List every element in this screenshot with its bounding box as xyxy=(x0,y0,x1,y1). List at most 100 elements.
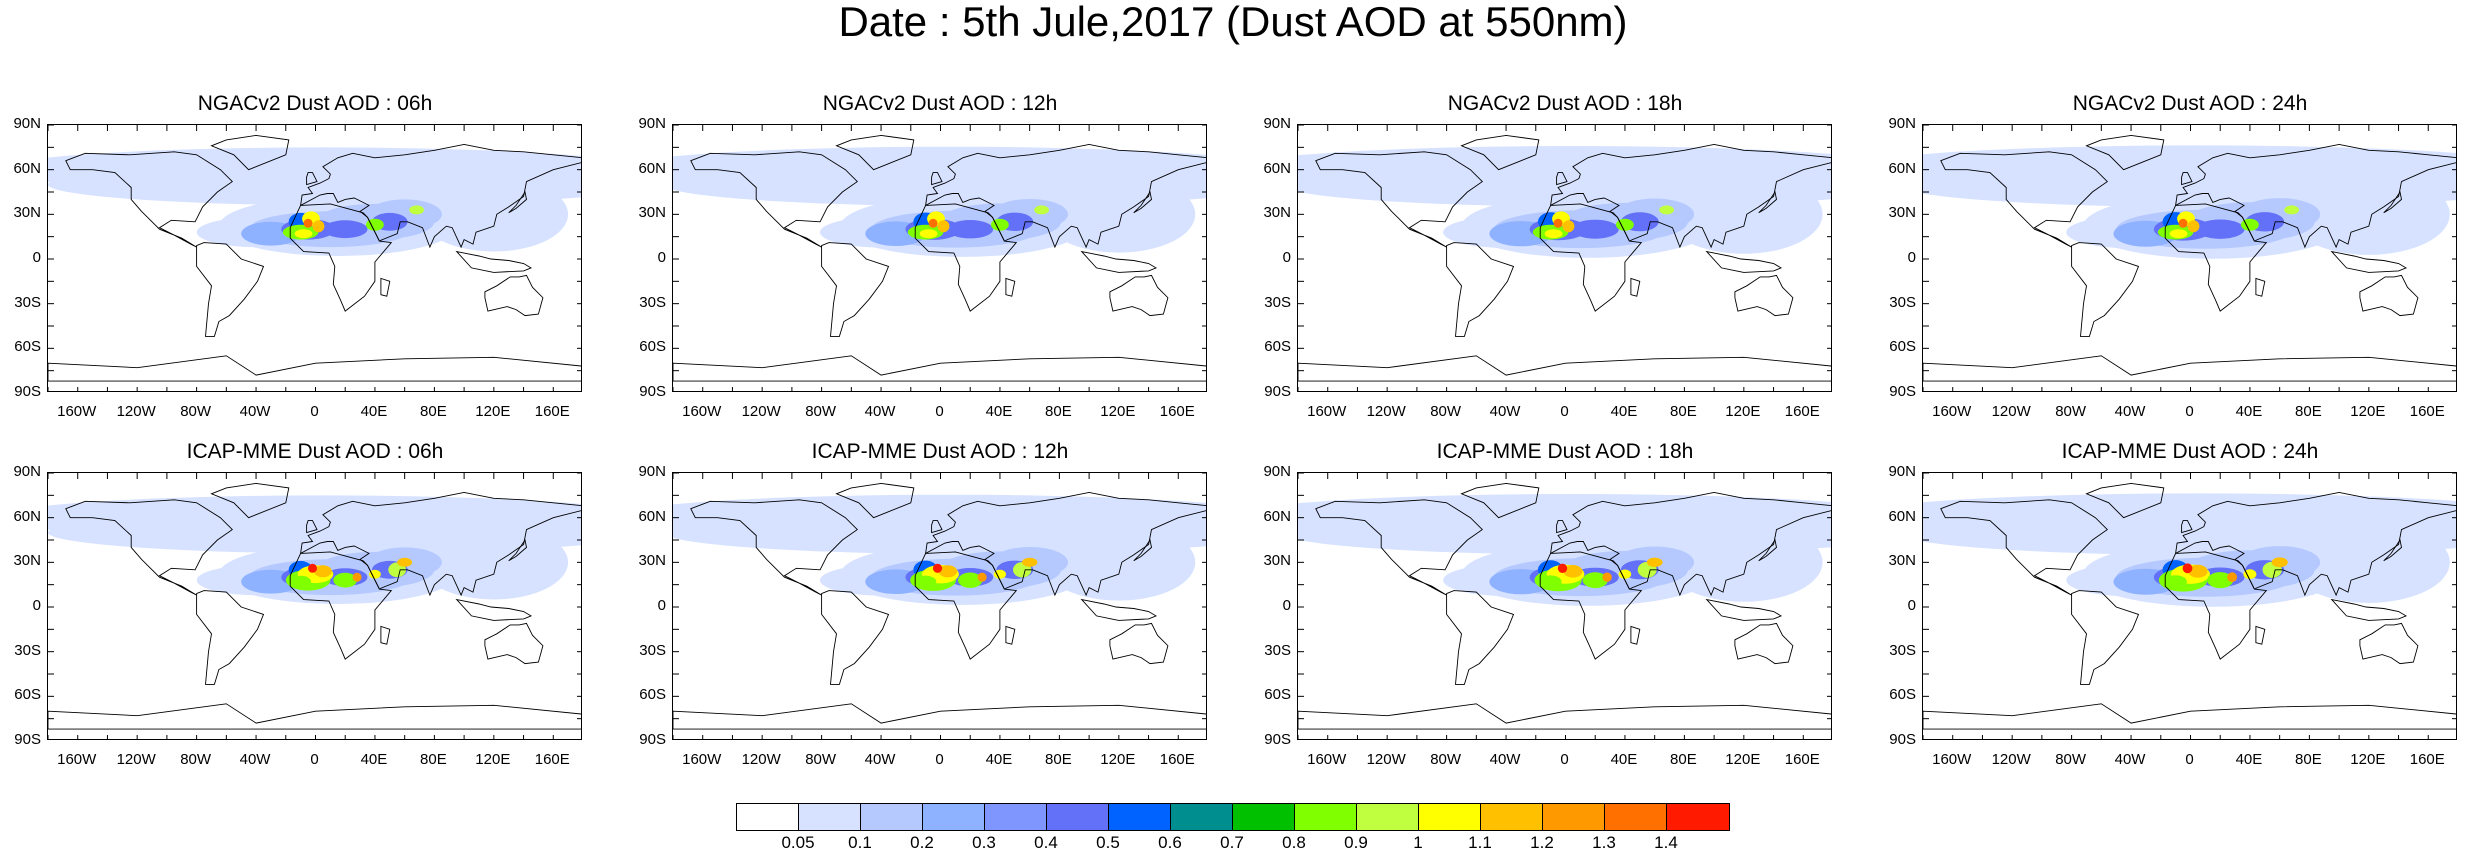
dust-plume xyxy=(1971,504,2231,537)
dust-plume xyxy=(419,525,569,600)
lat-label: 90S xyxy=(639,731,666,748)
lon-label: 40W xyxy=(864,751,896,768)
colorbar-swatch xyxy=(1605,804,1667,830)
lat-label: 90S xyxy=(14,383,41,400)
coastline xyxy=(2085,134,2165,171)
panel-title: ICAP-MME Dust AOD : 06h xyxy=(186,440,444,463)
lat-label: 30S xyxy=(1264,641,1291,659)
dust-plume xyxy=(1350,156,1603,189)
coastline xyxy=(1556,520,1568,534)
lon-label: 160W xyxy=(57,751,97,768)
lon-label: 40E xyxy=(985,403,1013,420)
dust-plume xyxy=(728,505,974,536)
dust-plume xyxy=(2182,563,2193,574)
lat-label: 90S xyxy=(14,731,41,748)
coastline xyxy=(835,134,915,171)
dust-plume xyxy=(2188,564,2208,578)
map-panel xyxy=(672,472,1207,740)
dust-plume xyxy=(312,220,325,233)
dust-plume xyxy=(1646,557,1663,567)
colorbar-label: 0.1 xyxy=(848,833,872,852)
lon-label: 40W xyxy=(2114,403,2146,420)
dust-plume xyxy=(977,572,987,582)
coastline xyxy=(508,190,527,214)
dust-plume xyxy=(919,229,938,239)
lon-label: 160E xyxy=(534,403,570,420)
lon-label: 120E xyxy=(475,751,511,768)
dust-plume xyxy=(419,177,569,252)
dust-plume xyxy=(937,220,950,233)
dust-plume xyxy=(2207,572,2234,589)
lon-label: 80W xyxy=(805,403,837,420)
colorbar-label: 0.9 xyxy=(1344,833,1368,852)
dust-plume xyxy=(290,575,311,588)
coastline xyxy=(1556,172,1568,186)
lat-label: 60N xyxy=(13,159,41,177)
dust-plume xyxy=(2169,229,2188,239)
lat-label: 60N xyxy=(638,507,666,525)
coastline xyxy=(835,482,915,519)
colorbar-swatch xyxy=(1295,804,1357,830)
colorbar-label: 0.6 xyxy=(1158,833,1182,852)
dust-field xyxy=(673,494,1206,605)
lat-label: 30N xyxy=(1263,552,1291,570)
dust-plume xyxy=(1034,205,1049,215)
lon-label: 0 xyxy=(935,751,944,768)
lat-label: 90N xyxy=(1263,115,1291,132)
lon-label: 80W xyxy=(2055,751,2087,768)
dust-plume xyxy=(928,218,938,228)
lon-label: 120W xyxy=(1991,403,2031,420)
coastline xyxy=(1109,622,1169,665)
lat-label: 0 xyxy=(1282,249,1291,266)
coastlines xyxy=(1298,482,1831,730)
map-panel xyxy=(1922,124,2457,392)
lat-label: 60N xyxy=(1263,507,1291,525)
dust-plume xyxy=(322,220,368,239)
dust-plume xyxy=(1042,524,1196,601)
lat-label: 90S xyxy=(1889,731,1916,748)
lat-label: 30S xyxy=(14,293,41,311)
lat-label: 0 xyxy=(32,249,41,266)
lat-label: 30S xyxy=(1889,641,1916,659)
coastline xyxy=(2330,250,2408,273)
lat-label: 60S xyxy=(639,338,666,356)
coastline xyxy=(484,622,544,665)
dust-plume xyxy=(1665,174,1823,254)
lon-label: 160E xyxy=(534,751,570,768)
dust-field xyxy=(48,147,581,256)
colorbar-label: 0.5 xyxy=(1096,833,1120,852)
coastline xyxy=(48,355,581,382)
lon-label: 160E xyxy=(2409,751,2445,768)
colorbar-swatch xyxy=(1543,804,1605,830)
lon-label: 160E xyxy=(1784,403,1820,420)
colorbar-swatch xyxy=(1419,804,1481,830)
lat-label: 0 xyxy=(657,249,666,266)
dust-plume xyxy=(1571,219,1619,239)
coastline xyxy=(925,143,1206,249)
dust-plume xyxy=(1618,569,1632,579)
panel-title: NGACv2 Dust AOD : 06h xyxy=(197,92,433,115)
coastline xyxy=(1005,625,1016,645)
lon-label: 80W xyxy=(2055,403,2087,420)
dust-plume xyxy=(2287,521,2450,603)
colorbar-swatch xyxy=(1481,804,1543,830)
lon-label: 80E xyxy=(420,751,447,768)
lat-label: 90N xyxy=(638,115,666,132)
dust-plume xyxy=(1971,156,2231,189)
coastline xyxy=(1940,151,2108,248)
dust-plume xyxy=(333,572,358,588)
coastlines xyxy=(48,134,581,382)
dust-plume xyxy=(2287,173,2450,255)
map-panel xyxy=(672,124,1207,392)
lon-label: 0 xyxy=(935,403,944,420)
coastline xyxy=(1758,190,1777,214)
coastline xyxy=(1446,242,1515,337)
coastline xyxy=(1133,538,1152,562)
dust-plume xyxy=(2243,569,2257,580)
coastline xyxy=(2359,274,2419,317)
coastlines xyxy=(673,134,1206,382)
lat-label: 60N xyxy=(1888,159,1916,177)
lon-label: 160E xyxy=(1159,751,1195,768)
coastline xyxy=(455,250,533,273)
tick-marks xyxy=(1298,125,1831,391)
